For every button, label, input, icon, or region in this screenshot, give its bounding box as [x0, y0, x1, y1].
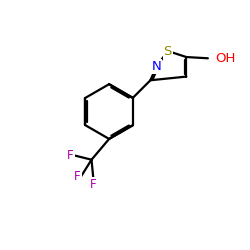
- Text: OH: OH: [216, 52, 236, 65]
- Text: F: F: [74, 170, 81, 182]
- Text: F: F: [67, 149, 73, 162]
- Text: F: F: [90, 178, 97, 191]
- Text: S: S: [164, 44, 172, 58]
- Text: N: N: [152, 60, 161, 73]
